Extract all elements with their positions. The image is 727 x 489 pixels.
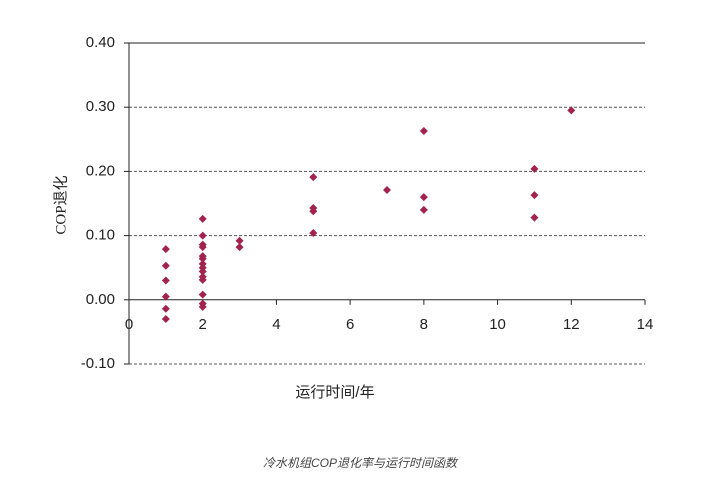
y-axis-title: COP退化	[52, 175, 69, 234]
point	[198, 290, 207, 299]
x-tick-label: 2	[199, 316, 207, 333]
x-tick-label: 10	[489, 316, 506, 333]
point	[198, 254, 207, 263]
point	[419, 205, 428, 214]
point	[198, 275, 207, 284]
y-tick-label: -0.10	[81, 355, 115, 372]
point	[309, 207, 318, 216]
y-tick-label: 0.20	[86, 162, 115, 179]
point	[235, 243, 244, 252]
x-tick-label: 6	[346, 316, 354, 333]
point	[530, 164, 539, 173]
point	[309, 229, 318, 238]
point	[309, 173, 318, 182]
y-tick-label: 0.30	[86, 98, 115, 115]
point	[161, 315, 170, 324]
point	[161, 261, 170, 270]
y-tick-label: 0.00	[86, 291, 115, 308]
point	[235, 236, 244, 245]
x-tick-label: 12	[563, 316, 580, 333]
point	[419, 193, 428, 202]
x-tick-label: 14	[637, 316, 654, 333]
point	[161, 304, 170, 313]
point	[419, 126, 428, 135]
point	[198, 231, 207, 240]
point	[161, 245, 170, 254]
point	[198, 214, 207, 223]
x-axis-title: 运行时间/年	[295, 384, 374, 401]
point	[198, 267, 207, 276]
point	[161, 276, 170, 285]
point	[567, 106, 576, 115]
x-tick-label: 4	[272, 316, 280, 333]
y-tick-label: 0.40	[86, 34, 115, 51]
x-tick-label: 0	[125, 316, 133, 333]
caption: 冷水机组COP退化率与运行时间函数	[263, 456, 459, 470]
x-tick-label: 8	[420, 316, 428, 333]
point	[530, 191, 539, 200]
point	[383, 186, 391, 195]
point	[198, 302, 207, 311]
point	[161, 292, 170, 301]
y-tick-label: 0.10	[86, 227, 115, 244]
point	[530, 213, 539, 222]
point	[198, 243, 207, 252]
